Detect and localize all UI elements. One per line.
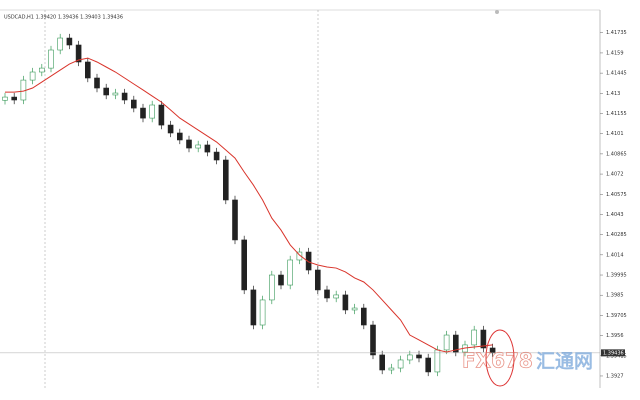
candle-body <box>425 357 432 373</box>
plot: 1.39271.394151.39561.397051.39851.399951… <box>0 30 627 379</box>
y-tick-label: 1.39995 <box>606 273 627 279</box>
candle-body <box>94 77 100 89</box>
candle-body <box>149 104 155 119</box>
candle-body <box>38 67 45 73</box>
candle-body <box>241 239 247 291</box>
candle-body <box>131 99 137 109</box>
y-tick-label: 1.40285 <box>606 232 627 238</box>
candle-body <box>140 107 146 119</box>
candle-body <box>213 151 220 161</box>
candle-body <box>397 359 404 369</box>
y-tick-label: 1.3956 <box>606 333 624 339</box>
candle-body <box>75 44 82 63</box>
y-tick-label: 1.41155 <box>606 111 627 117</box>
candle-body <box>314 269 321 291</box>
candle-body <box>103 87 109 96</box>
candle-body <box>434 349 441 373</box>
candle-body <box>223 159 229 201</box>
y-tick-label: 1.4101 <box>606 131 624 137</box>
moving-average <box>5 57 493 353</box>
watermark-brand: FX678 <box>462 349 533 373</box>
candle-body <box>333 294 340 299</box>
candle-body <box>305 251 312 271</box>
candle-body <box>2 96 8 101</box>
candle-body <box>232 199 238 241</box>
candle-body <box>268 274 275 301</box>
candle-body <box>324 289 330 299</box>
y-tick-label: 1.3985 <box>606 293 624 299</box>
y-tick-label: 1.4014 <box>606 252 624 258</box>
y-tick-label: 1.40575 <box>606 192 627 198</box>
y-tick-label: 1.4043 <box>606 212 624 218</box>
candle-body <box>204 144 211 153</box>
indicator-dot <box>495 10 499 14</box>
candle-body <box>379 354 386 371</box>
candle-body <box>370 324 376 356</box>
candle-body <box>29 71 36 81</box>
y-tick-label: 1.4159 <box>606 50 624 56</box>
y-tick-label: 1.41735 <box>606 30 627 36</box>
candle-body <box>48 49 54 69</box>
candle-body <box>480 329 487 349</box>
candle-body <box>167 124 174 134</box>
candle-body <box>443 334 450 351</box>
candle-body <box>471 329 478 346</box>
current-price-label: 1.39436 <box>603 350 624 356</box>
candle-body <box>177 132 183 141</box>
candle-body <box>57 37 64 51</box>
candle-body <box>259 299 266 326</box>
candle-body <box>342 294 349 311</box>
candle-body <box>360 307 367 326</box>
candle-body <box>85 61 91 79</box>
candle-body <box>452 334 459 353</box>
candle-body <box>388 367 395 371</box>
candle-body <box>287 259 294 286</box>
y-tick-label: 1.4072 <box>606 172 624 178</box>
current-price-box <box>601 349 625 357</box>
candle-body <box>296 251 303 261</box>
candle-body <box>351 307 358 311</box>
y-tick-label: 1.40865 <box>606 151 627 157</box>
candle-body <box>11 96 17 101</box>
candle-body <box>416 354 422 359</box>
y-tick-label: 1.3927 <box>606 373 624 379</box>
chart-title: USDCAD,H1 1.39420 1.39436 1.39403 1.3943… <box>4 15 123 21</box>
watermark-name: 汇通网 <box>536 351 593 373</box>
candle-body <box>158 104 165 126</box>
candle-body <box>250 289 257 326</box>
highlight-circle <box>485 329 515 387</box>
candle-body <box>66 37 73 46</box>
y-tick-label: 1.413 <box>606 91 620 97</box>
candle-body <box>121 92 128 101</box>
candle-body <box>186 139 192 149</box>
candle-body <box>195 144 201 149</box>
candle-body <box>112 92 119 96</box>
y-tick-label: 1.39705 <box>606 313 627 319</box>
candle-body <box>406 354 413 361</box>
y-tick-label: 1.41445 <box>606 71 627 77</box>
candle-body <box>278 274 284 286</box>
